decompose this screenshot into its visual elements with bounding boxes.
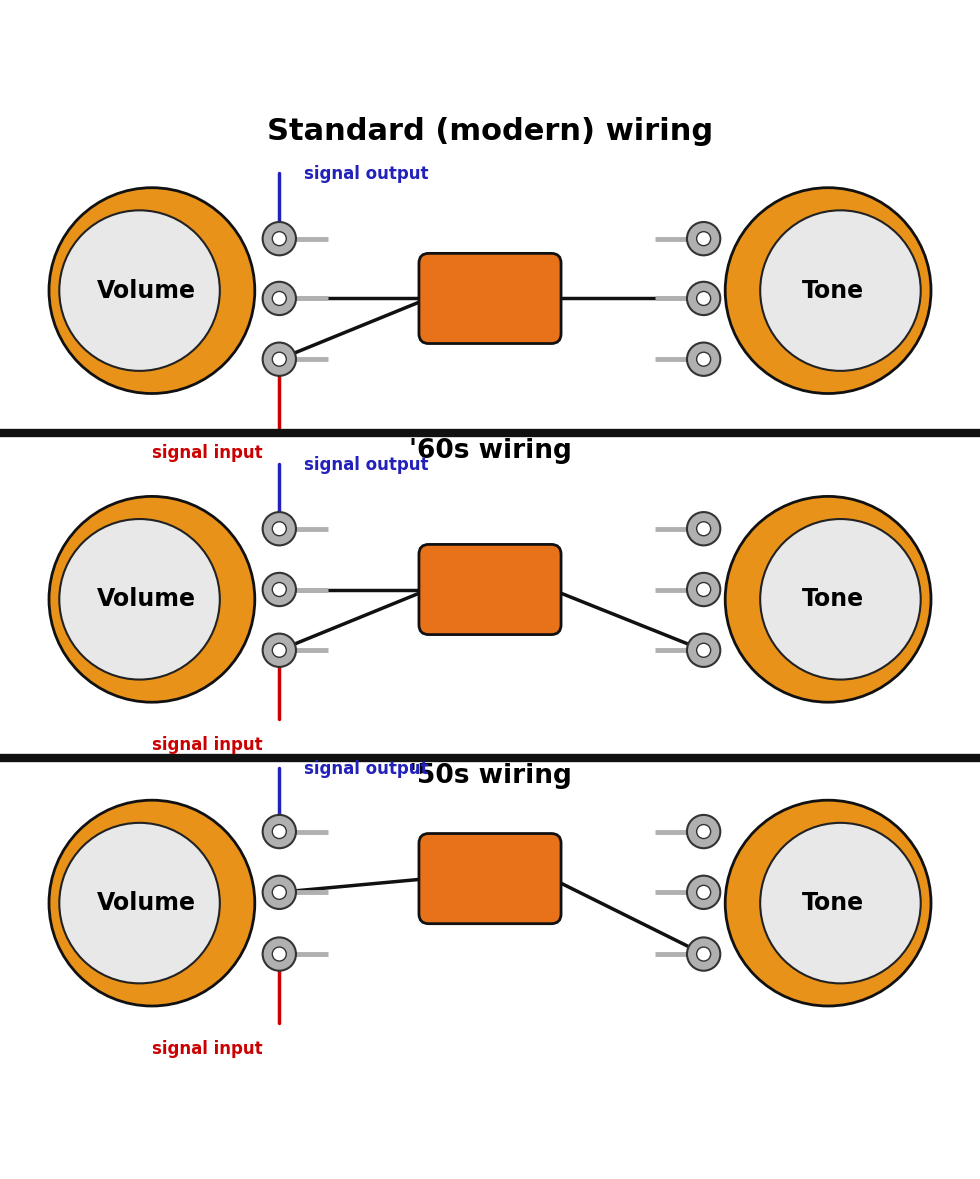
Text: Volume: Volume — [97, 278, 196, 303]
Circle shape — [697, 582, 710, 597]
Circle shape — [725, 801, 931, 1006]
FancyBboxPatch shape — [419, 834, 561, 923]
Circle shape — [263, 633, 296, 667]
Text: '60s wiring: '60s wiring — [409, 437, 571, 463]
Text: Tone: Tone — [803, 278, 864, 303]
Circle shape — [263, 815, 296, 848]
Text: signal output: signal output — [304, 759, 428, 778]
Circle shape — [272, 353, 286, 367]
Circle shape — [263, 573, 296, 606]
Text: Volume: Volume — [97, 891, 196, 915]
Circle shape — [263, 876, 296, 909]
Circle shape — [697, 291, 710, 305]
Circle shape — [59, 823, 220, 983]
Circle shape — [697, 885, 710, 900]
Circle shape — [272, 522, 286, 535]
Circle shape — [687, 512, 720, 546]
Circle shape — [760, 210, 920, 371]
Circle shape — [687, 282, 720, 315]
Circle shape — [725, 496, 931, 703]
Circle shape — [49, 187, 255, 394]
Circle shape — [263, 343, 296, 376]
Circle shape — [697, 644, 710, 657]
Circle shape — [272, 582, 286, 597]
Circle shape — [59, 210, 220, 371]
Circle shape — [697, 947, 710, 961]
Circle shape — [263, 222, 296, 256]
Text: signal input: signal input — [152, 737, 263, 755]
Circle shape — [263, 282, 296, 315]
Circle shape — [687, 222, 720, 256]
Text: Standard (modern) wiring: Standard (modern) wiring — [267, 117, 713, 146]
Text: Tone: Tone — [803, 891, 864, 915]
Text: signal output: signal output — [304, 165, 428, 183]
Text: signal output: signal output — [304, 456, 428, 474]
Circle shape — [697, 824, 710, 838]
Circle shape — [697, 353, 710, 367]
Circle shape — [272, 644, 286, 657]
Circle shape — [687, 815, 720, 848]
Circle shape — [725, 187, 931, 394]
Circle shape — [697, 231, 710, 245]
Circle shape — [49, 496, 255, 703]
FancyBboxPatch shape — [419, 545, 561, 634]
Circle shape — [760, 823, 920, 983]
Circle shape — [687, 343, 720, 376]
Circle shape — [272, 947, 286, 961]
Text: signal input: signal input — [152, 1040, 263, 1059]
Circle shape — [687, 633, 720, 667]
Circle shape — [59, 519, 220, 679]
Circle shape — [272, 885, 286, 900]
Circle shape — [272, 291, 286, 305]
Circle shape — [697, 522, 710, 535]
Circle shape — [49, 801, 255, 1006]
Circle shape — [263, 937, 296, 970]
Circle shape — [687, 937, 720, 970]
FancyBboxPatch shape — [419, 253, 561, 343]
Text: Volume: Volume — [97, 587, 196, 611]
Circle shape — [760, 519, 920, 679]
Circle shape — [687, 573, 720, 606]
Circle shape — [272, 231, 286, 245]
Circle shape — [263, 512, 296, 546]
Circle shape — [687, 876, 720, 909]
Text: '50s wiring: '50s wiring — [409, 763, 571, 789]
Text: Tone: Tone — [803, 587, 864, 611]
Text: signal input: signal input — [152, 444, 263, 462]
Circle shape — [272, 824, 286, 838]
